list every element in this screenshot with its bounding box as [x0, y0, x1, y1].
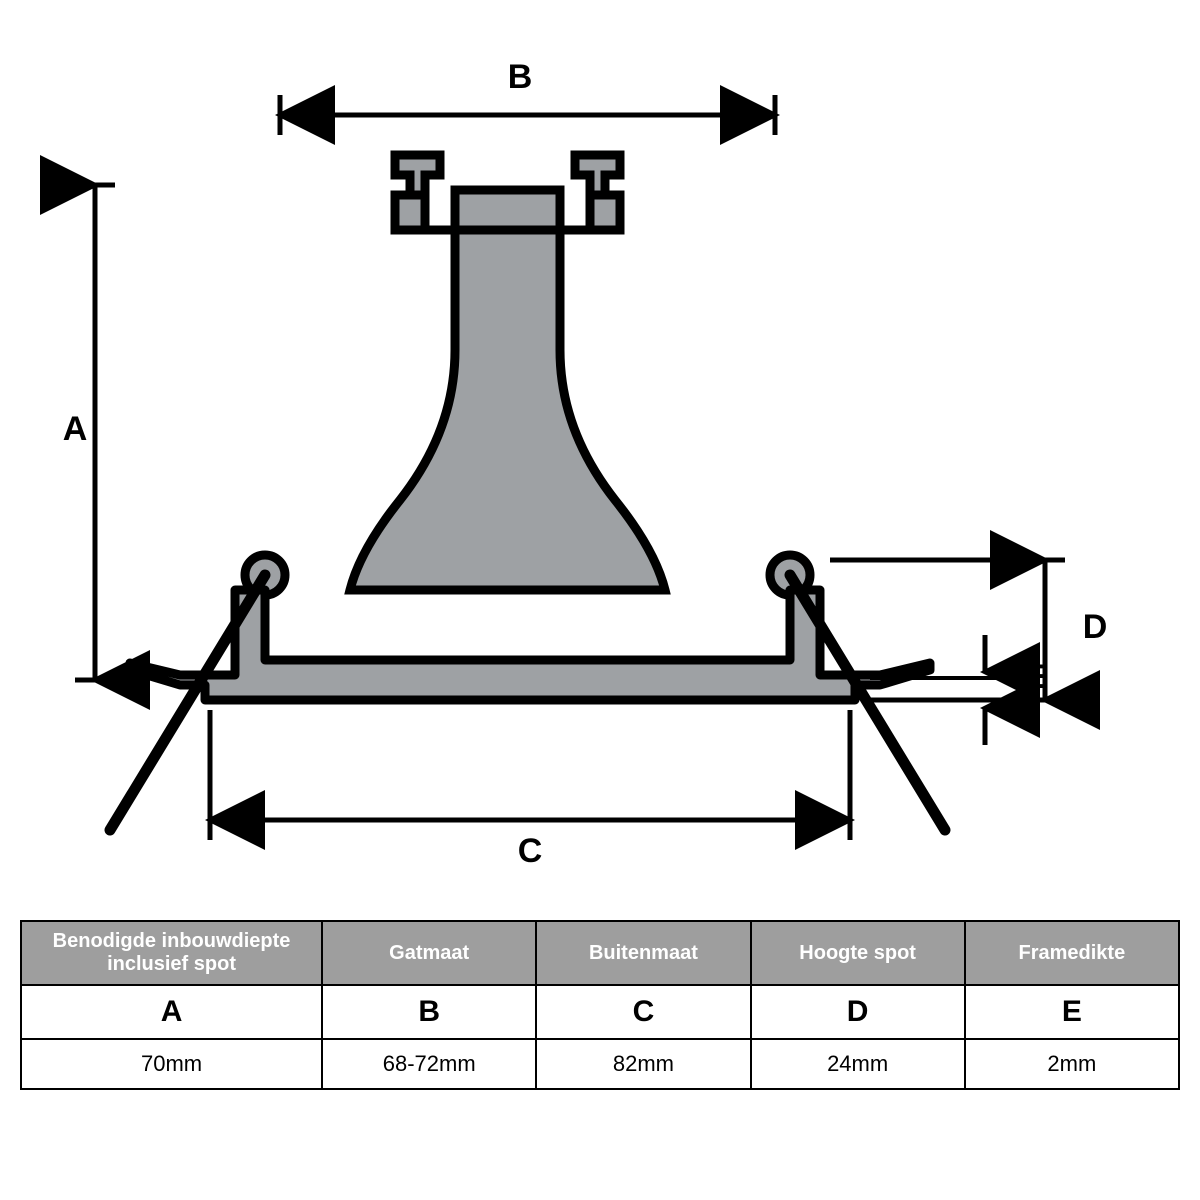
bulb-body: [350, 155, 665, 590]
table-letter-row: A B C D E: [21, 985, 1179, 1039]
cell-letter-B: B: [322, 985, 536, 1039]
label-D: D: [1075, 608, 1115, 647]
col-header-E: Framedikte: [965, 921, 1179, 985]
cell-value-E: 2mm: [965, 1039, 1179, 1089]
cell-letter-D: D: [751, 985, 965, 1039]
cell-letter-E: E: [965, 985, 1179, 1039]
label-C: C: [510, 832, 550, 871]
dim-B: [280, 95, 775, 135]
table-value-row: 70mm 68-72mm 82mm 24mm 2mm: [21, 1039, 1179, 1089]
dimension-diagram: B A C D E: [0, 0, 1200, 920]
dim-E: [870, 635, 1005, 745]
cell-letter-A: A: [21, 985, 322, 1039]
spec-table-wrapper: Benodigde inbouwdiepte inclusief spot Ga…: [20, 920, 1180, 1090]
cell-value-C: 82mm: [536, 1039, 750, 1089]
diagram-svg: [0, 0, 1200, 920]
table-header-row: Benodigde inbouwdiepte inclusief spot Ga…: [21, 921, 1179, 985]
col-header-D: Hoogte spot: [751, 921, 965, 985]
cell-value-D: 24mm: [751, 1039, 965, 1089]
col-header-A: Benodigde inbouwdiepte inclusief spot: [21, 921, 322, 985]
cell-value-A: 70mm: [21, 1039, 322, 1089]
cell-value-B: 68-72mm: [322, 1039, 536, 1089]
label-A: A: [55, 410, 95, 449]
col-header-C: Buitenmaat: [536, 921, 750, 985]
label-B: B: [500, 58, 540, 97]
col-header-B: Gatmaat: [322, 921, 536, 985]
label-E: E: [1015, 658, 1055, 697]
cell-letter-C: C: [536, 985, 750, 1039]
spec-table: Benodigde inbouwdiepte inclusief spot Ga…: [20, 920, 1180, 1090]
dim-C: [210, 710, 850, 840]
